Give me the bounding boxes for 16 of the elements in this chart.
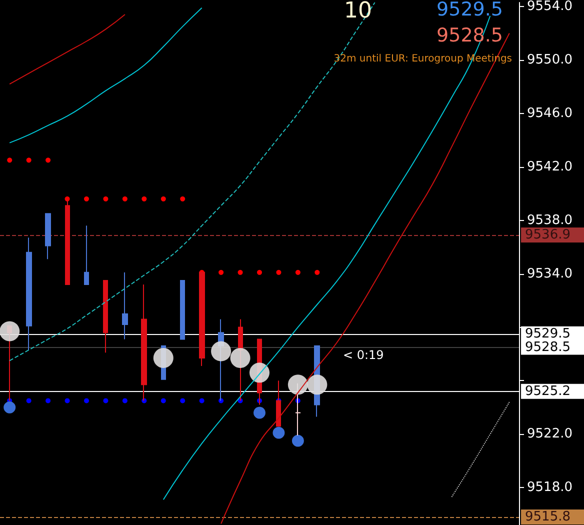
ref-line-label: 9515.8: [525, 509, 570, 524]
y-tick-label: 9538.0: [527, 212, 572, 228]
y-tick-label: 9534.0: [527, 266, 572, 282]
y-tick-label: 9542.0: [527, 159, 572, 174]
annotation: < 0:19: [343, 348, 384, 362]
y-tick-label: 9550.0: [527, 52, 572, 68]
ref-line-label: 9529.5: [525, 326, 570, 342]
y-tick-label: 9518.0: [527, 480, 572, 496]
y-tick-label: 9554.0: [527, 0, 572, 14]
ref-line-label: 9528.5: [525, 340, 570, 355]
annotation: 9529.5: [436, 0, 504, 20]
ref-line-label: 9536.9: [525, 228, 570, 243]
ref-line-label: 9525.2: [525, 384, 570, 399]
y-tick-label: 9546.0: [527, 106, 572, 121]
y-tick-label: 9522.0: [527, 426, 572, 442]
annotation: 10: [344, 0, 372, 24]
